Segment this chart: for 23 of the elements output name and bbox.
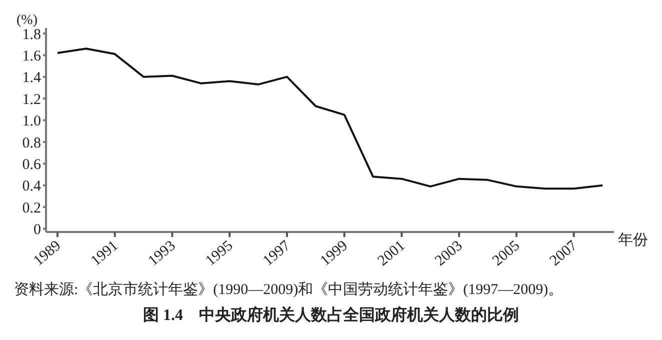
y-tick-label: 0.8 bbox=[22, 135, 41, 152]
y-tick-label: 1.4 bbox=[22, 70, 42, 86]
x-tick-label: 1991 bbox=[88, 238, 122, 270]
y-tick-label: 1.6 bbox=[22, 48, 42, 64]
x-tick-label: 1993 bbox=[146, 238, 179, 270]
x-tick-label: 2001 bbox=[375, 238, 408, 270]
y-tick-label: 0.4 bbox=[22, 178, 42, 195]
y-tick-label: 1.2 bbox=[22, 92, 41, 108]
y-tick-label: 0.6 bbox=[22, 156, 42, 173]
x-tick-label: 2005 bbox=[490, 238, 524, 270]
x-tick-label: 2003 bbox=[432, 238, 466, 270]
y-axis-title: (%) bbox=[16, 13, 38, 28]
y-tick-label: 1.8 bbox=[22, 26, 41, 43]
y-tick-label: 1.0 bbox=[22, 114, 41, 130]
x-tick-label: 1999 bbox=[318, 238, 351, 270]
x-axis-title: 年份 bbox=[618, 231, 648, 248]
line-series bbox=[56, 48, 604, 190]
text: 资料来源:《北京市统计年鉴》(1990—2009)和《中国劳动统计年鉴》(1997—2009)。 bbox=[14, 280, 564, 299]
x-tick-label: 1995 bbox=[202, 238, 236, 270]
y-tick-label: 0 bbox=[34, 222, 41, 238]
x-tick-label: 1989 bbox=[30, 238, 64, 270]
text: 图 1.4 中央政府机关人数占全国政府机关人数的比例 bbox=[142, 305, 520, 326]
y-tick-label: 0.2 bbox=[22, 200, 41, 216]
